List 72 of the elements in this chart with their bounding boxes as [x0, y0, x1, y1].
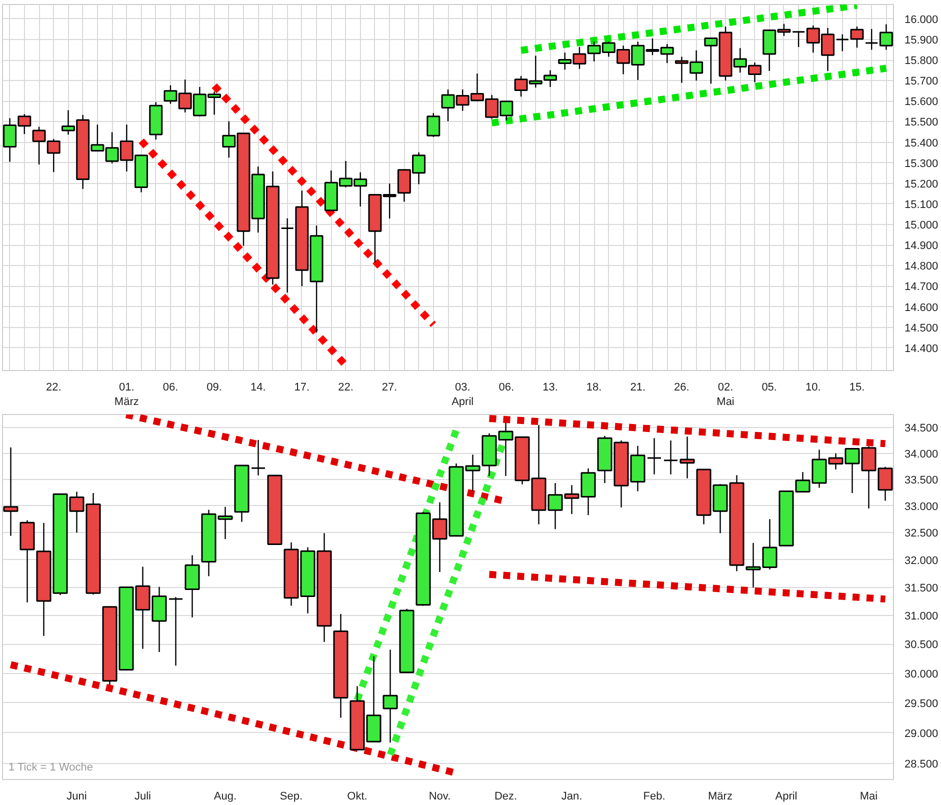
y-tick-label: 30.000	[904, 668, 938, 680]
y-tick-label: 14.700	[904, 281, 938, 294]
y-tick-label: 32.500	[904, 528, 938, 540]
y-tick-label: 29.500	[904, 698, 938, 710]
candlestick	[663, 440, 678, 475]
y-tick-label: 16.000	[904, 14, 938, 26]
y-tick-label: 33.000	[904, 500, 938, 513]
x-tick-label: 22.	[338, 382, 354, 394]
x-tick-label: 06.	[162, 382, 178, 394]
y-tick-label: 14.600	[904, 302, 938, 314]
annotation: 1 Tick = 1 Woche	[8, 762, 93, 774]
x-tick-label: Dez.	[494, 790, 518, 802]
x-tick-label: März	[708, 790, 732, 802]
x-tick-label: 09.	[206, 382, 222, 394]
y-tick-label: 33.500	[904, 474, 938, 486]
y-tick-label: 14.500	[904, 322, 938, 334]
x-tick-label: April	[775, 790, 798, 802]
x-tick-label: 15.	[849, 382, 865, 394]
x-tick-label: Feb.	[643, 790, 666, 802]
candlestick	[250, 439, 266, 476]
x-tick-label: 18.	[586, 382, 602, 394]
candlestick	[792, 30, 806, 48]
y-tick-label: 14.800	[904, 260, 938, 273]
x-tick-label: Jan.	[561, 790, 582, 802]
x-tick-label: 26.	[674, 382, 690, 394]
candlestick	[544, 70, 557, 88]
y-tick-label: 15.800	[904, 55, 938, 68]
candlestick	[864, 28, 878, 50]
x-tick-label: 13.	[542, 382, 558, 394]
x-tick-label: 05.	[762, 382, 777, 394]
candlestick	[879, 24, 893, 50]
y-tick-label: 15.400	[904, 137, 938, 150]
x-tick-label: Okt.	[347, 790, 368, 802]
x-tick-label: 14.	[250, 382, 266, 394]
x-tick-label: 06.	[498, 382, 514, 394]
x-tick-label: 21.	[630, 382, 646, 394]
x-tick-label: 17.	[294, 382, 310, 394]
y-tick-label: 31.500	[904, 582, 938, 595]
y-tick-label: 15.300	[904, 158, 938, 170]
x-tick-label: 02. Mai	[716, 382, 734, 408]
y-tick-label: 15.900	[904, 34, 938, 46]
candlestick	[168, 596, 184, 666]
y-tick-label: 31.000	[904, 610, 938, 623]
y-tick-label: 15.100	[904, 198, 938, 211]
y-tick-label: 15.700	[904, 76, 938, 88]
y-tick-label: 14.900	[904, 240, 938, 252]
x-tick-label: Juli	[134, 790, 152, 802]
y-tick-label: 29.000	[904, 728, 938, 740]
candlestick	[680, 436, 695, 479]
x-tick-label: 27.	[382, 382, 398, 394]
y-tick-label: 30.500	[904, 639, 938, 652]
x-tick-label: 03. April	[452, 382, 474, 408]
x-tick-label: 01. März	[114, 382, 139, 408]
y-tick-label: 15.500	[904, 116, 938, 129]
x-tick-label: Aug.	[214, 790, 237, 802]
x-tick-label: Nov.	[428, 790, 451, 802]
y-tick-label: 15.000	[904, 220, 938, 232]
x-tick-label: 22.	[46, 382, 62, 394]
x-tick-label: 10.	[806, 382, 821, 394]
y-tick-label: 15.600	[904, 96, 938, 108]
y-tick-label: 34.500	[904, 422, 938, 435]
y-tick-label: 15.200	[904, 178, 938, 190]
x-tick-label: Sep.	[280, 790, 303, 802]
y-tick-label: 34.000	[904, 448, 938, 460]
candlestick	[3, 446, 18, 536]
x-tick-label: Mai	[860, 790, 878, 802]
candlestick	[426, 112, 440, 138]
x-tick-label: Juni	[66, 790, 87, 802]
y-tick-label: 14.400	[904, 342, 938, 355]
y-tick-label: 28.500	[904, 758, 938, 770]
candlestick	[646, 438, 662, 475]
y-tick-label: 32.000	[904, 554, 938, 567]
